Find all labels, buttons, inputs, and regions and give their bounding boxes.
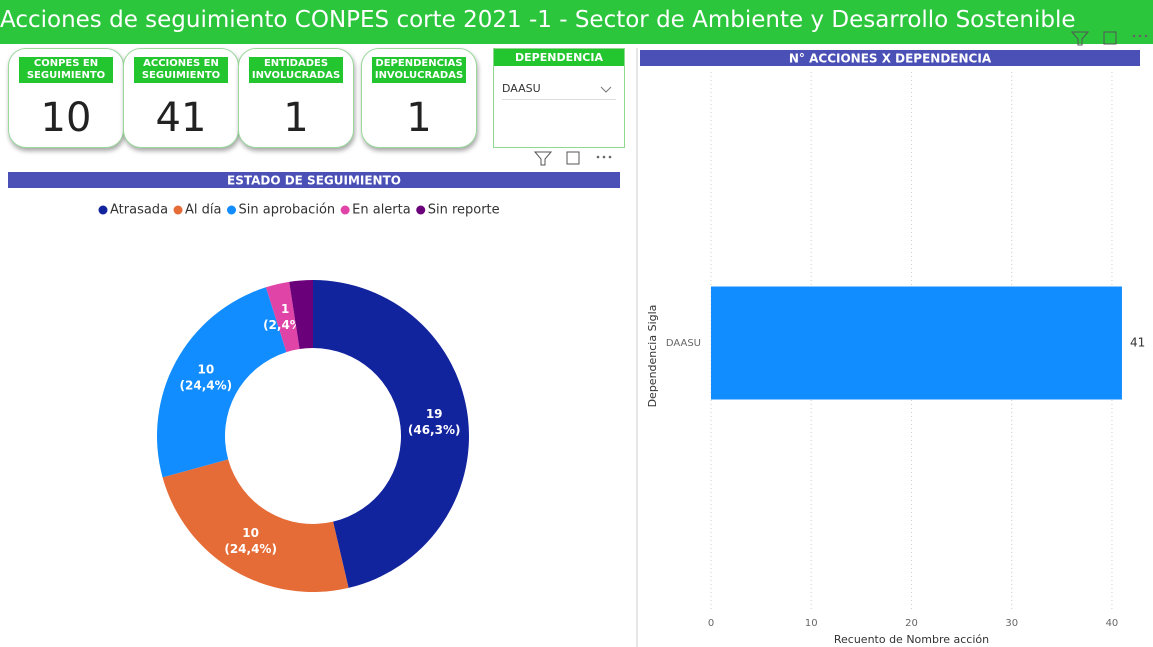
header-title: Acciones de seguimiento CONPES corte 202… bbox=[0, 7, 1076, 33]
kpi-label: ACCIONES EN SEGUIMIENTO bbox=[134, 57, 228, 83]
chart-title: N° ACCIONES X DEPENDENCIA bbox=[789, 52, 992, 66]
data-label: 10 (24,4%) bbox=[180, 362, 233, 392]
kpi-label: CONPES EN SEGUIMIENTO bbox=[19, 57, 113, 83]
donut-slice bbox=[289, 280, 313, 350]
visual-icons[interactable] bbox=[533, 31, 1117, 166]
chart-title: ESTADO DE SEGUIMIENTO bbox=[227, 174, 401, 188]
kpi-value: 41 bbox=[155, 95, 207, 141]
dropdown-arrow bbox=[600, 86, 612, 93]
title-bar bbox=[640, 50, 1140, 66]
data-label: 19 (46,3%) bbox=[408, 407, 461, 437]
y-axis-label: Dependencia Sigla bbox=[646, 305, 659, 408]
x-tick-label: 30 bbox=[1005, 618, 1018, 629]
legend-label: Sin aprobación bbox=[239, 203, 336, 218]
filter-icon[interactable] bbox=[1070, 31, 1090, 46]
legend-label: En alerta bbox=[352, 203, 411, 218]
legend-marker bbox=[416, 205, 426, 215]
kpi-label: ENTIDADES INVOLUCRADAS bbox=[249, 57, 343, 83]
legend-marker bbox=[98, 205, 108, 215]
focus-icon[interactable] bbox=[1103, 31, 1117, 45]
donut-slice bbox=[313, 280, 470, 588]
kpi-card: CONPES EN SEGUIMIENTO 10 bbox=[8, 48, 124, 148]
header: Acciones de seguimiento CONPES corte 202… bbox=[0, 0, 1153, 44]
data-label: 10 (24,4%) bbox=[224, 525, 277, 555]
x-tick-label: 20 bbox=[905, 618, 918, 629]
x-tick-label: 10 bbox=[805, 618, 818, 629]
x-tick-label: 0 bbox=[708, 618, 714, 629]
x-axis-label: Recuento de Nombre acción bbox=[834, 633, 989, 646]
bar bbox=[711, 286, 1122, 400]
kpi-value: 1 bbox=[406, 95, 432, 141]
kpi-label: DEPENDENCIAS INVOLUCRADAS bbox=[372, 57, 466, 83]
kpi-card: ENTIDADES INVOLUCRADAS 1 bbox=[238, 48, 354, 148]
data-label: 41 bbox=[1130, 336, 1145, 350]
legend-label: Sin reporte bbox=[428, 203, 500, 218]
slicer-title: DEPENDENCIA bbox=[494, 49, 624, 66]
legend-marker bbox=[227, 205, 236, 215]
y-tick-label: DAASU bbox=[666, 338, 701, 349]
slicer-selected: DAASU bbox=[502, 82, 541, 95]
more-icons[interactable] bbox=[596, 34, 1148, 159]
kpi-value: 1 bbox=[283, 95, 309, 141]
title-bar bbox=[8, 172, 620, 188]
x-tick-label: 40 bbox=[1106, 618, 1119, 629]
legend-label: Atrasada bbox=[110, 203, 168, 218]
kpi-card: ACCIONES EN SEGUIMIENTO 41 bbox=[123, 48, 239, 148]
kpi-value: 10 bbox=[40, 95, 92, 141]
donut-slice bbox=[157, 287, 287, 478]
kpi-card: DEPENDENCIAS INVOLUCRADAS 1 bbox=[361, 48, 477, 148]
slicer[interactable]: DEPENDENCIA DAASU bbox=[493, 48, 625, 148]
slicer-dropdown[interactable]: DAASU bbox=[502, 79, 616, 100]
donut-slice bbox=[265, 281, 300, 353]
filter-icon[interactable] bbox=[533, 151, 553, 166]
legend-marker bbox=[340, 205, 350, 215]
donut-slice bbox=[162, 459, 349, 592]
focus-icon[interactable] bbox=[566, 151, 580, 165]
legend-label: Al día bbox=[185, 203, 221, 218]
legend-marker bbox=[173, 205, 183, 215]
